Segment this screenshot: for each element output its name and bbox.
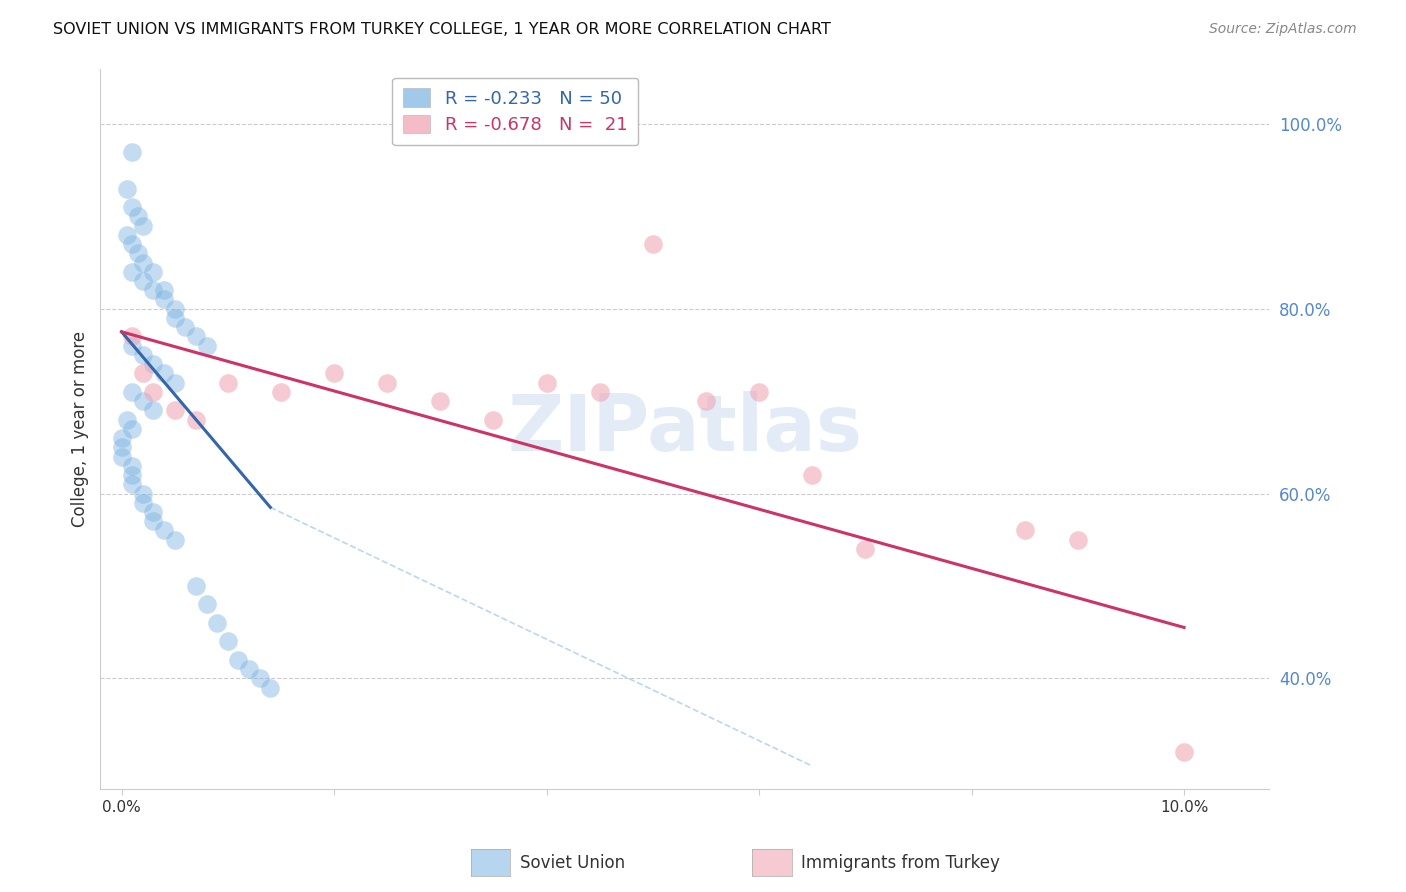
- Point: [1173, 745, 1195, 759]
- Point: [132, 219, 155, 233]
- Text: Soviet Union: Soviet Union: [520, 854, 626, 871]
- Point: [695, 394, 717, 409]
- Point: [641, 237, 664, 252]
- Point: [127, 246, 149, 260]
- Point: [259, 681, 281, 695]
- Text: Source: ZipAtlas.com: Source: ZipAtlas.com: [1209, 22, 1357, 37]
- Point: [589, 384, 612, 399]
- Point: [217, 376, 239, 390]
- Point: [184, 412, 207, 426]
- Legend: R = -0.233   N = 50, R = -0.678   N =  21: R = -0.233 N = 50, R = -0.678 N = 21: [392, 78, 638, 145]
- Point: [121, 145, 143, 159]
- Point: [536, 376, 558, 390]
- Point: [121, 384, 143, 399]
- Point: [142, 505, 165, 519]
- Point: [132, 348, 155, 362]
- Point: [482, 412, 505, 426]
- Point: [115, 181, 138, 195]
- Point: [748, 384, 770, 399]
- Point: [1067, 533, 1090, 547]
- Point: [132, 394, 155, 409]
- Text: SOVIET UNION VS IMMIGRANTS FROM TURKEY COLLEGE, 1 YEAR OR MORE CORRELATION CHART: SOVIET UNION VS IMMIGRANTS FROM TURKEY C…: [53, 22, 831, 37]
- Point: [238, 662, 260, 676]
- Point: [163, 310, 186, 325]
- Point: [121, 339, 143, 353]
- Point: [142, 514, 165, 528]
- Point: [163, 301, 186, 316]
- Point: [205, 615, 228, 630]
- Point: [121, 237, 143, 252]
- Point: [270, 384, 292, 399]
- Point: [121, 477, 143, 491]
- Point: [142, 283, 165, 297]
- Point: [217, 634, 239, 648]
- Point: [375, 376, 398, 390]
- Point: [121, 468, 143, 483]
- Y-axis label: College, 1 year or more: College, 1 year or more: [72, 331, 89, 527]
- Point: [249, 671, 271, 685]
- Point: [153, 293, 176, 307]
- Point: [132, 255, 155, 269]
- Point: [1014, 524, 1036, 538]
- Point: [853, 541, 876, 556]
- Text: Immigrants from Turkey: Immigrants from Turkey: [801, 854, 1000, 871]
- Point: [115, 227, 138, 242]
- Point: [323, 367, 346, 381]
- Point: [163, 403, 186, 417]
- Point: [121, 329, 143, 343]
- Point: [121, 265, 143, 279]
- Point: [142, 357, 165, 371]
- Point: [121, 458, 143, 473]
- Point: [195, 339, 218, 353]
- Point: [429, 394, 451, 409]
- Point: [132, 274, 155, 288]
- Point: [110, 440, 132, 454]
- Text: ZIPatlas: ZIPatlas: [508, 391, 862, 467]
- Point: [153, 367, 176, 381]
- Point: [801, 468, 824, 483]
- Point: [132, 367, 155, 381]
- Point: [115, 412, 138, 426]
- Point: [110, 431, 132, 445]
- Point: [132, 496, 155, 510]
- Point: [163, 376, 186, 390]
- Point: [153, 283, 176, 297]
- Point: [142, 265, 165, 279]
- Point: [163, 533, 186, 547]
- Point: [174, 320, 197, 334]
- Point: [142, 384, 165, 399]
- Point: [184, 579, 207, 593]
- Point: [110, 450, 132, 464]
- Point: [127, 210, 149, 224]
- Point: [195, 598, 218, 612]
- Point: [142, 403, 165, 417]
- Point: [153, 524, 176, 538]
- Point: [184, 329, 207, 343]
- Point: [121, 422, 143, 436]
- Point: [132, 486, 155, 500]
- Point: [121, 200, 143, 214]
- Point: [228, 653, 250, 667]
